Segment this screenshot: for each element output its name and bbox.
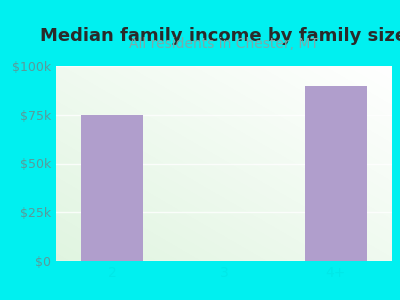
Bar [81,115,143,261]
Bar [305,85,367,261]
Text: All residents in Chester, MT: All residents in Chester, MT [129,38,319,52]
Title: Median family income by family size: Median family income by family size [40,27,400,45]
